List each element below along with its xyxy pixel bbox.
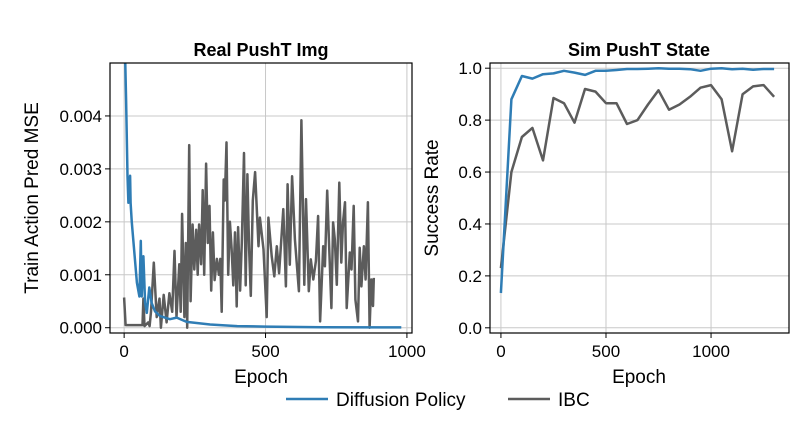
chart-title: Real PushT Img bbox=[193, 40, 328, 60]
y-tick-label: 0.001 bbox=[59, 266, 102, 285]
x-tick-label: 1000 bbox=[388, 342, 426, 361]
x-tick-label: 1000 bbox=[692, 342, 730, 361]
series-line-ibc bbox=[499, 83, 776, 269]
x-tick-label: 500 bbox=[592, 342, 620, 361]
y-tick-label: 0.6 bbox=[458, 163, 482, 182]
x-axis-label: Epoch bbox=[612, 367, 666, 388]
series-line-diffusion-policy bbox=[499, 66, 775, 294]
x-tick-label: 0 bbox=[496, 342, 505, 361]
y-axis-label: Success Rate bbox=[422, 139, 443, 256]
y-tick-label: 0.004 bbox=[59, 107, 102, 126]
chart-sim-pusht-state: Sim PushT State Epoch Success Rate 0 500 1… bbox=[422, 40, 790, 388]
axes-frame bbox=[489, 62, 790, 334]
y-tick-label: 0.8 bbox=[458, 111, 482, 130]
y-tick-label: 0.000 bbox=[59, 319, 102, 338]
y-axis-label: Train Action Pred MSE bbox=[22, 102, 43, 293]
y-tick-label: 0.003 bbox=[59, 160, 102, 179]
chart-title: Sim PushT State bbox=[568, 40, 710, 60]
y-tick-label: 0.2 bbox=[458, 267, 482, 286]
y-tick-label: 1.0 bbox=[458, 59, 482, 78]
y-tick-label: 0.0 bbox=[458, 319, 482, 338]
legend-label-diffusion-policy: Diffusion Policy bbox=[336, 390, 466, 411]
x-axis-label: Epoch bbox=[234, 367, 288, 388]
x-tick-label: 500 bbox=[251, 342, 279, 361]
legend: Diffusion Policy IBC bbox=[286, 390, 590, 411]
axes-frame bbox=[109, 62, 413, 334]
series-line-diffusion-policy bbox=[124, 63, 402, 329]
chart-real-pusht-img: Real PushT Img Epoch Train Action Pred M… bbox=[22, 40, 426, 388]
y-tick-label: 0.002 bbox=[59, 213, 102, 232]
series-line-ibc bbox=[122, 118, 376, 329]
y-tick-label: 0.4 bbox=[458, 215, 482, 234]
legend-label-ibc: IBC bbox=[558, 390, 590, 411]
x-tick-label: 0 bbox=[119, 342, 128, 361]
